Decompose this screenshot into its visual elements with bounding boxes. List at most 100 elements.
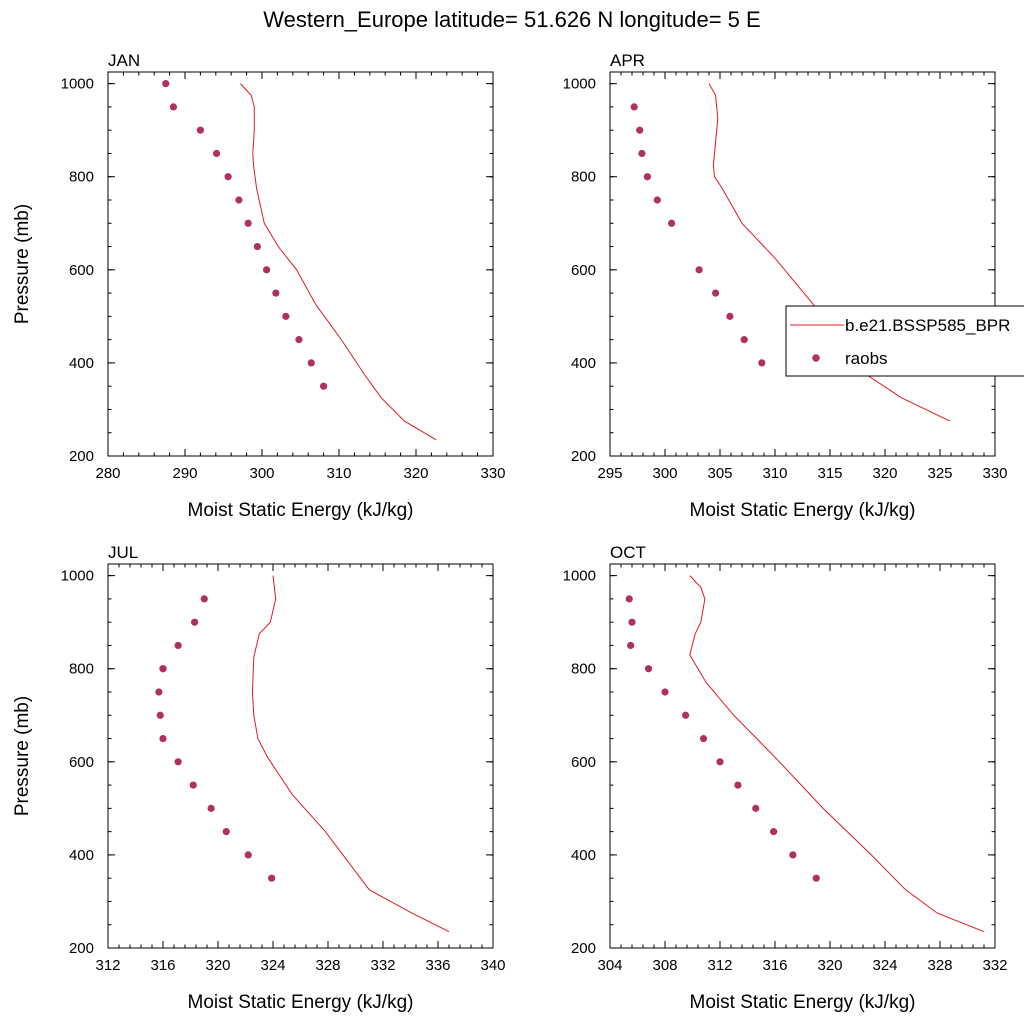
y-tick-label: 1000 [563, 568, 596, 585]
x-tick-label: 305 [707, 465, 732, 482]
y-axis-label: Pressure (mb) [12, 204, 33, 324]
panel-apr: 295 300 305 310 315 320 325 330 200 400 600 800 1000… [563, 51, 1008, 521]
obs-point [812, 874, 820, 882]
obs-point [162, 80, 170, 88]
obs-point [770, 828, 778, 836]
panel-oct: 304 308 312 316 320 324 328 332 200 400 600 800 1000… [563, 543, 1008, 1013]
obs-point [636, 126, 644, 134]
x-tick-label: 320 [205, 957, 230, 974]
x-tick-label: 308 [652, 957, 677, 974]
obs-point [200, 595, 208, 603]
y-tick-label: 200 [571, 940, 596, 957]
panel-title: APR [610, 51, 645, 70]
x-tick-label: 332 [982, 957, 1007, 974]
x-tick-label: 315 [817, 465, 842, 482]
x-tick-label: 280 [95, 465, 120, 482]
obs-point [661, 688, 669, 696]
panel-title: OCT [610, 543, 646, 562]
y-tick-label: 600 [69, 262, 94, 279]
obs-point [169, 103, 178, 111]
obs-point [207, 804, 215, 812]
obs-point [268, 874, 276, 882]
x-tick-label: 310 [762, 465, 787, 482]
y-tick-label: 1000 [61, 76, 94, 93]
obs-point [174, 758, 182, 766]
obs-point [244, 219, 252, 227]
obs-point [159, 665, 167, 673]
panel-jan: 280 290 300 310 320 330 200 400 600 800 1000 JAN Moi… [12, 51, 506, 521]
obs-point [625, 595, 633, 603]
x-tick-label: 328 [927, 957, 952, 974]
obs-point [682, 711, 690, 719]
obs-point [627, 641, 635, 650]
plot-frame-oct [609, 563, 996, 949]
obs-point [644, 665, 653, 673]
obs-point [758, 359, 766, 367]
obs-point [716, 758, 724, 766]
obs-point [244, 851, 252, 859]
obs-point [653, 196, 661, 204]
x-tick-label: 290 [172, 465, 197, 482]
obs-point [196, 126, 204, 134]
y-tick-label: 400 [69, 847, 94, 864]
y-tick-label: 800 [69, 169, 94, 186]
y-tick-label: 1000 [563, 76, 596, 93]
obs-point [212, 149, 221, 158]
x-tick-label: 324 [260, 957, 285, 974]
plot-frame-jan [107, 71, 494, 457]
obs-point [726, 312, 734, 320]
x-tick-label: 304 [597, 957, 622, 974]
x-tick-label: 320 [403, 465, 428, 482]
x-tick-label: 320 [817, 957, 842, 974]
x-tick-label: 295 [597, 465, 622, 482]
legend: b.e21.BSSP585_BPR raobs [785, 305, 1024, 377]
y-tick-label: 800 [571, 169, 596, 186]
obs-point [307, 359, 315, 367]
y-tick-label: 400 [571, 847, 596, 864]
x-tick-label: 312 [95, 957, 120, 974]
x-axis-label: Moist Static Energy (kJ/kg) [690, 992, 916, 1013]
y-tick-label: 1000 [61, 568, 94, 585]
obs-point [320, 382, 328, 390]
obs-point [189, 781, 197, 789]
x-tick-label: 330 [982, 465, 1007, 482]
obs-point [155, 688, 163, 696]
obs-point [638, 149, 646, 158]
obs-point [643, 173, 652, 181]
obs-point [191, 618, 199, 626]
obs-point [263, 266, 271, 274]
obs-point [272, 289, 280, 297]
x-tick-label: 300 [652, 465, 677, 482]
obs-point [752, 804, 760, 812]
obs-point [699, 734, 708, 743]
plot-frame-jul [107, 563, 494, 949]
x-tick-label: 336 [425, 957, 450, 974]
x-tick-label: 312 [707, 957, 732, 974]
obs-point [253, 242, 261, 251]
obs-point [235, 196, 243, 204]
obs-point [295, 336, 303, 344]
obs-point [789, 851, 797, 859]
x-axis-label: Moist Static Energy (kJ/kg) [188, 500, 414, 521]
x-tick-label: 330 [480, 465, 505, 482]
y-tick-label: 600 [571, 262, 596, 279]
legend-obs-marker [812, 354, 820, 362]
obs-point [740, 336, 748, 344]
panels: 280 290 300 310 320 330 200 400 600 800 1000 JAN Moi… [12, 51, 1008, 1013]
y-tick-label: 400 [571, 355, 596, 372]
obs-point [174, 641, 182, 650]
y-tick-label: 400 [69, 355, 94, 372]
plot-frame-apr [609, 71, 996, 457]
panel-jul: 312 316 320 324 328 332 336 340 200 400 600 800 1000… [12, 543, 506, 1013]
figure-title: Western_Europe latitude= 51.626 N longit… [263, 7, 760, 32]
obs-point [159, 734, 167, 743]
x-tick-label: 316 [762, 957, 787, 974]
x-tick-label: 328 [315, 957, 340, 974]
x-tick-label: 325 [927, 465, 952, 482]
y-tick-label: 200 [571, 448, 596, 465]
x-tick-label: 332 [370, 957, 395, 974]
y-axis-label: Pressure (mb) [12, 696, 33, 816]
legend-model-label: b.e21.BSSP585_BPR [845, 316, 1010, 335]
y-tick-label: 800 [571, 661, 596, 678]
